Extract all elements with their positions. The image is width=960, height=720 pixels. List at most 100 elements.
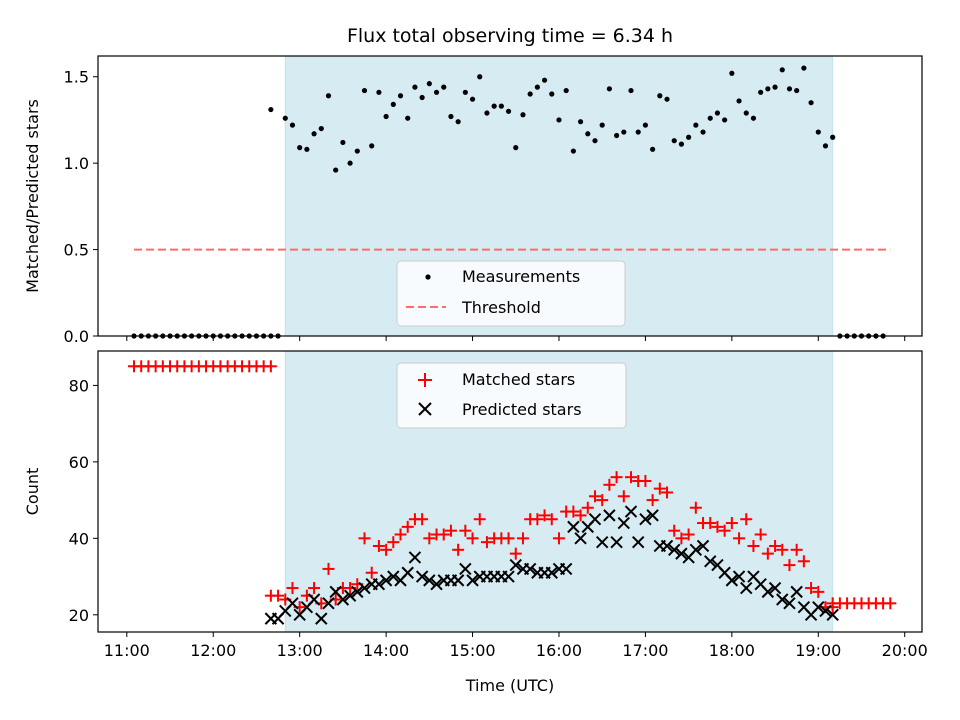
bot-predicted-stars-point <box>783 597 796 610</box>
top-measurements-point <box>369 143 375 149</box>
bot-matched-stars-point <box>473 513 486 526</box>
top-measurements-point <box>686 134 692 140</box>
bot-predicted-stars-point <box>343 589 357 602</box>
bot-predicted-stars-point <box>617 516 631 530</box>
bottom-legend: Matched stars Predicted stars <box>396 362 627 429</box>
top-measurements-point <box>786 86 793 92</box>
bot-predicted-stars-point <box>696 539 710 553</box>
bot-predicted-stars-point <box>559 562 573 576</box>
top-measurements-point <box>318 125 324 132</box>
bot-x-tick-label: 19:00 <box>795 641 841 660</box>
top-measurements-point <box>794 87 800 94</box>
top-legend-threshold-label: Threshold <box>461 298 541 317</box>
top-axes-frame <box>97 55 923 337</box>
top-legend-measurements-label: Measurements <box>462 267 580 286</box>
bot-matched-stars-point <box>401 520 414 533</box>
bot-matched-stars-point <box>437 528 450 541</box>
top-measurements-point <box>347 160 353 166</box>
top-measurements-point <box>462 89 468 95</box>
bot-matched-stars-point <box>466 532 479 545</box>
bot-matched-stars-point <box>747 539 760 552</box>
bot-predicted-stars-point <box>459 562 472 576</box>
top-measurements-point <box>736 98 742 104</box>
bot-matched-stars-point <box>661 486 674 499</box>
top-measurements-point <box>383 113 389 120</box>
top-measurements-point <box>541 77 548 83</box>
top-measurements-point <box>469 96 476 102</box>
bot-matched-stars-point <box>776 543 789 556</box>
bot-predicted-stars-point <box>588 513 602 526</box>
bot-y-tick-label: 20 <box>69 606 89 625</box>
top-measurements-point <box>635 129 641 135</box>
bot-matched-stars-point <box>812 585 825 598</box>
top-measurements-point <box>505 108 512 114</box>
top-measurements-point <box>433 89 440 95</box>
top-measurements-point <box>304 146 310 152</box>
top-measurements-point <box>577 119 584 125</box>
top-measurements-point <box>477 74 483 80</box>
top-measurements-point <box>801 65 807 71</box>
bot-x-tick-label: 18:00 <box>709 641 755 660</box>
bot-predicted-stars-point <box>826 608 839 622</box>
bot-matched-stars-point <box>805 582 818 595</box>
bot-predicted-stars-point <box>776 593 789 606</box>
top-measurements-point <box>772 84 778 90</box>
bot-predicted-stars-point <box>595 535 609 549</box>
top-measurements-point <box>599 122 605 128</box>
top-measurements-point <box>340 139 346 146</box>
bottom-legend-predicted-marker <box>418 402 432 416</box>
top-measurements-point <box>397 93 404 99</box>
bot-predicted-stars-point <box>639 513 652 526</box>
top-measurements-point <box>268 106 274 113</box>
bot-x-tick-label: 13:00 <box>277 641 323 660</box>
bot-matched-stars-point <box>423 532 436 545</box>
top-measurements-point <box>556 117 562 123</box>
bottom-legend-predicted-label: Predicted stars <box>462 400 582 419</box>
top-y-tick-label: 1.0 <box>64 154 89 173</box>
top-measurements-point <box>354 148 360 154</box>
bot-x-tick-label: 15:00 <box>449 641 495 660</box>
bot-matched-stars-point <box>387 536 400 549</box>
bot-matched-stars-point <box>365 566 378 579</box>
top-measurements-point <box>750 115 757 121</box>
bot-y-tick-label: 80 <box>69 376 89 395</box>
bot-predicted-stars-point <box>725 574 739 587</box>
top-legend-measurements-marker <box>425 274 431 280</box>
bot-predicted-stars-point <box>502 570 515 583</box>
bot-matched-stars-point <box>733 532 746 545</box>
bot-predicted-stars-point <box>624 505 638 518</box>
bot-matched-stars-point <box>790 543 803 556</box>
top-measurements-point <box>282 115 288 121</box>
bottom-panel: 11:00 12:00 13:00 14:00 15:00 16:00 17:00 18:00… <box>23 350 928 695</box>
bot-matched-stars-point <box>452 543 465 556</box>
top-measurements-point <box>297 145 303 151</box>
top-measurements-point <box>614 132 620 139</box>
bot-predicted-stars-point <box>761 585 775 599</box>
bot-matched-stars-point <box>754 528 767 541</box>
bot-matched-stars-point <box>783 559 796 572</box>
top-y-axis-label: Matched/Predicted stars <box>23 99 42 293</box>
bot-matched-stars-point <box>639 474 652 487</box>
bot-predicted-stars-point <box>423 574 436 587</box>
bot-x-tick-label: 16:00 <box>536 641 582 660</box>
bot-x-tick-label: 12:00 <box>190 641 236 660</box>
top-measurements-point <box>491 103 497 109</box>
top-measurements-point <box>664 96 670 102</box>
top-measurements-point <box>700 129 706 135</box>
top-measurements-point <box>765 86 771 92</box>
bot-matched-stars-point <box>552 532 565 545</box>
top-series-marks <box>131 65 891 339</box>
bot-matched-stars-point <box>545 513 558 526</box>
bot-predicted-stars-point <box>768 581 782 595</box>
bot-predicted-stars-point <box>819 604 832 618</box>
top-measurements-point <box>570 148 576 154</box>
top-measurements-point <box>808 100 814 106</box>
bot-matched-stars-point <box>581 501 594 514</box>
bot-matched-stars-point <box>588 490 601 503</box>
bottom-legend-matched-marker <box>418 373 432 387</box>
bot-predicted-stars-point <box>451 574 465 587</box>
bot-predicted-stars-point <box>387 570 400 583</box>
bot-matched-stars-point <box>372 539 385 552</box>
bot-predicted-stars-point <box>812 600 825 614</box>
top-measurements-point <box>405 115 411 121</box>
